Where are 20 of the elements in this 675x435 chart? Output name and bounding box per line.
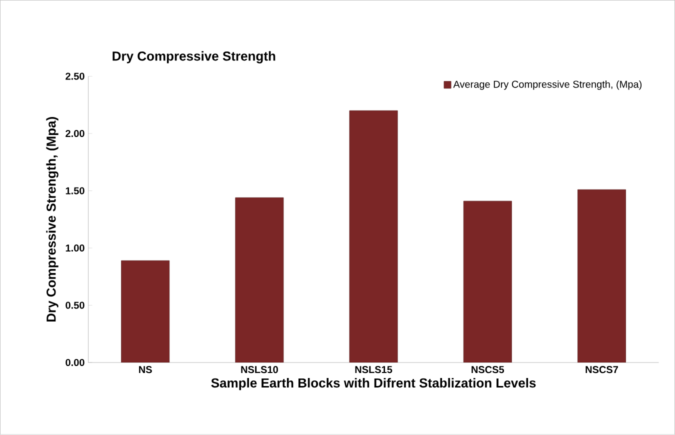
- legend-label: Average Dry Compressive Strength, (Mpa): [453, 80, 642, 90]
- bar: [463, 200, 512, 363]
- y-tick-label: 1.50: [66, 187, 84, 194]
- y-tick-label: 1.00: [66, 244, 84, 252]
- y-axis-title: Dry Compressive Strength, (Mpa): [46, 117, 58, 322]
- bar: [578, 190, 626, 363]
- bar: [121, 260, 170, 363]
- bar: [235, 198, 284, 363]
- x-tick-label: NSCS5: [472, 366, 504, 374]
- x-tick-label: NS: [139, 366, 152, 374]
- x-tick-label: NSLS15: [355, 366, 392, 374]
- x-axis-title: Sample Earth Blocks with Difrent Stablization Levels: [211, 378, 536, 390]
- x-tick-label: NSLS10: [241, 366, 278, 374]
- x-tick-label: NSCS7: [586, 366, 618, 374]
- y-tick-label: 2.00: [66, 130, 84, 138]
- bar: [349, 110, 398, 363]
- y-tick-label: 0.00: [66, 359, 84, 366]
- chart-title: Dry Compressive Strength: [112, 51, 276, 64]
- y-tick-label: 2.50: [66, 72, 84, 80]
- y-tick-label: 0.50: [66, 302, 84, 309]
